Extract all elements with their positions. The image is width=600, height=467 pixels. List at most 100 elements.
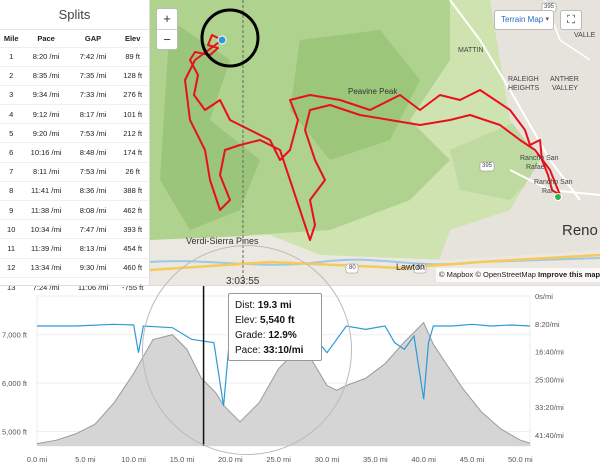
split-gap: 8:13 /mi — [79, 243, 107, 253]
split-gap: 8:36 /mi — [79, 186, 107, 196]
split-gap: 8:48 /mi — [79, 148, 107, 158]
split-row: 6 10:16 /mi 8:48 /mi 174 ft — [0, 142, 149, 162]
split-row: 1 8:20 /mi 7:42 /mi 89 ft — [0, 47, 149, 66]
splits-header-elev: Elev — [124, 33, 141, 43]
distance-axis: 0.0 mi 5.0 mi 10.0 mi 15.0 mi 20.0 mi 25.0 mi… — [27, 455, 533, 464]
split-gap: 7:42 /mi — [79, 52, 107, 62]
split-elev: 26 ft — [125, 167, 140, 177]
start-marker[interactable] — [217, 35, 227, 45]
split-gap: 9:30 /mi — [79, 263, 107, 273]
splits-panel: Splits Mile Pace GAP Elev 1 8:20 /mi 7:42 /mi… — [0, 0, 150, 292]
map-label-panther: ANTHER — [550, 76, 579, 83]
split-pace: 7:24 /mi — [32, 282, 60, 292]
map-style-select[interactable]: Terrain Map ▾ — [494, 10, 554, 30]
fullscreen-icon: ⛶ — [567, 14, 575, 26]
split-pace: 10:16 /mi — [30, 148, 62, 158]
split-mile: 5 — [9, 128, 14, 138]
split-elev: 454 ft — [123, 243, 143, 253]
distance-tick-label: 20.0 mi — [218, 455, 243, 464]
split-row: 10 10:34 /mi 7:47 /mi 393 ft — [0, 219, 149, 239]
split-pace: 10:34 /mi — [30, 224, 62, 234]
elevation-tick-label: 7,000 ft — [2, 331, 28, 340]
split-mile: 9 — [9, 205, 14, 215]
split-elev: 212 ft — [123, 128, 143, 138]
split-mile: 13 — [7, 282, 16, 292]
map-label-hwy395-south: 395 — [482, 163, 493, 169]
split-pace: 8:20 /mi — [32, 52, 60, 62]
map-label-rancho-1: Rancho San — [520, 155, 559, 162]
map-label-rafael-1: Rafae — [526, 164, 545, 171]
map-label-rafael-2: Raf — [542, 188, 553, 195]
zoom-out-button[interactable]: − — [157, 29, 177, 49]
split-gap: 7:33 /mi — [79, 90, 107, 100]
split-mile: 8 — [9, 186, 14, 196]
cursor-time: 3:03:55 — [226, 276, 260, 287]
split-row: 7 8:11 /mi 7:53 /mi 26 ft — [0, 162, 149, 181]
distance-tick-label: 0.0 mi — [27, 455, 48, 464]
map-label-reno: Reno — [562, 222, 598, 239]
split-mile: 4 — [9, 109, 14, 119]
split-pace: 11:41 /mi — [30, 186, 62, 196]
map-label-raleigh: RALEIGH — [508, 76, 539, 83]
pace-tick-label: 0s/mi — [535, 292, 553, 301]
map-label-peavine-peak: Peavine Peak — [348, 87, 398, 96]
pace-tick-label: 33:20/mi — [535, 403, 564, 412]
improve-map-link[interactable]: Improve this map — [538, 270, 600, 279]
split-elev: 101 ft — [123, 109, 143, 119]
elevation-tick-label: 5,000 ft — [2, 427, 28, 436]
splits-header-mile: Mile — [3, 33, 19, 43]
split-pace: 9:34 /mi — [32, 90, 60, 100]
split-elev: 89 ft — [125, 52, 140, 62]
map-label-i80-east: 80 — [417, 265, 424, 271]
elevation-pace-chart[interactable]: 7,000 ft 6,000 ft 5,000 ft 0s/mi 8:20/mi 16:… — [0, 286, 600, 467]
split-gap: 11:06 /mi — [77, 282, 109, 292]
distance-tick-label: 15.0 mi — [170, 455, 195, 464]
route-line[interactable] — [184, 34, 561, 241]
split-gap: 7:35 /mi — [79, 71, 107, 81]
distance-tick-label: 10.0 mi — [121, 455, 146, 464]
split-elev: 174 ft — [123, 148, 143, 158]
map-label-hwy395-north: 395 — [544, 4, 555, 10]
map-label-valley: VALLEY — [552, 85, 578, 92]
zoom-control: + − — [156, 8, 178, 50]
split-mile: 7 — [9, 167, 14, 177]
split-gap: 7:47 /mi — [79, 224, 107, 234]
split-elev: 276 ft — [123, 90, 143, 100]
split-gap: 8:17 /mi — [79, 109, 107, 119]
tooltip-dist: Dist: 19.3 mi — [235, 300, 292, 311]
split-elev: 462 ft — [123, 205, 143, 215]
elevation-area — [37, 322, 530, 446]
highlight-circle — [200, 8, 260, 68]
tooltip-grade: Grade: 12.9% — [235, 330, 297, 341]
route-map[interactable]: 395 395 80 80 MATTIN RALEIGH HEIGHTS ANT… — [150, 0, 600, 285]
distance-tick-label: 25.0 mi — [266, 455, 291, 464]
zoom-in-button[interactable]: + — [163, 11, 171, 26]
panel-divider — [0, 285, 600, 286]
split-row: 13 7:24 /mi 11:06 /mi -755 ft — [0, 277, 149, 296]
split-row: 12 13:34 /mi 9:30 /mi 460 ft — [0, 258, 149, 277]
split-row: 9 11:38 /mi 8:08 /mi 462 ft — [0, 200, 149, 220]
split-gap: 7:53 /mi — [79, 128, 107, 138]
attribution-text[interactable]: © Mapbox © OpenStreetMap — [439, 270, 536, 279]
split-pace: 9:20 /mi — [32, 128, 60, 138]
tooltip-pace: Pace: 33:10/mi — [235, 345, 304, 356]
tooltip-elev: Elev: 5,540 ft — [235, 315, 295, 326]
pace-tick-label: 41:40/mi — [535, 431, 564, 440]
map-label-i80-west: 80 — [349, 265, 356, 271]
split-row: 11 11:39 /mi 8:13 /mi 454 ft — [0, 238, 149, 258]
distance-tick-label: 5.0 mi — [75, 455, 96, 464]
pace-tick-label: 25:00/mi — [535, 375, 564, 384]
end-marker[interactable] — [554, 193, 562, 201]
split-row: 2 8:35 /mi 7:35 /mi 128 ft — [0, 66, 149, 85]
split-pace: 8:11 /mi — [33, 167, 60, 177]
map-label-rancho-2: Rancho San — [534, 179, 573, 186]
distance-tick-label: 45.0 mi — [460, 455, 485, 464]
split-gap: 7:53 /mi — [79, 167, 107, 177]
fullscreen-button[interactable]: ⛶ — [560, 10, 582, 30]
split-mile: 12 — [7, 263, 16, 273]
map-label-valle: VALLE — [574, 32, 596, 39]
elevation-axis: 7,000 ft 6,000 ft 5,000 ft — [2, 331, 28, 437]
distance-tick-label: 40.0 mi — [411, 455, 436, 464]
map-label-heights: HEIGHTS — [508, 85, 540, 92]
split-pace: 11:38 /mi — [30, 205, 62, 215]
